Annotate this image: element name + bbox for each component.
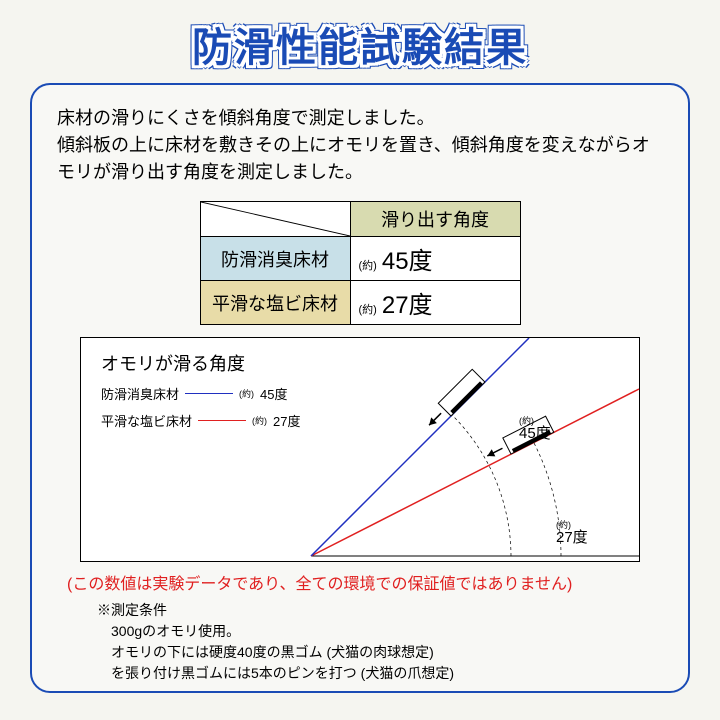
angle-diagram: オモリが滑る角度 防滑消臭床材 (約) 45度 平滑な塩ビ床材 (約) 27度 [80, 337, 640, 562]
measurement-conditions: ※測定条件 300gのオモリ使用。 オモリの下には硬度40度の黒ゴム (犬猫の肉… [57, 600, 663, 684]
legend-item-value: 45度 [260, 384, 287, 403]
legend-line-blue [185, 393, 233, 395]
row1-label: 防滑消臭床材 [200, 237, 350, 281]
row1-value: (約) 45度 [350, 237, 520, 281]
conditions-line-2: オモリの下には硬度40度の黒ゴム (犬猫の肉球想定) [111, 642, 663, 663]
angle-value: 45度 [382, 248, 433, 275]
approx-label: (約) [359, 304, 377, 316]
row2-label: 平滑な塩ビ床材 [200, 281, 350, 325]
main-panel: 床材の滑りにくさを傾斜角度で測定しました。 傾斜板の上に床材を敷きその上にオモリ… [30, 83, 690, 693]
legend-line-red [198, 420, 246, 422]
table-row: 防滑消臭床材 (約) 45度 [200, 237, 520, 281]
page-title: 防滑性能試験結果 [30, 15, 690, 73]
results-table: 滑り出す角度 防滑消臭床材 (約) 45度 平滑な塩ビ床材 (約) 27度 [200, 201, 521, 325]
legend-item-label: 平滑な塩ビ床材 [101, 411, 192, 430]
conditions-header: ※測定条件 [97, 600, 663, 621]
diagram-legend: オモリが滑る角度 防滑消臭床材 (約) 45度 平滑な塩ビ床材 (約) 27度 [101, 350, 300, 430]
intro-line-1: 床材の滑りにくさを傾斜角度で測定しました。 [57, 108, 435, 128]
diagonal-cell [200, 202, 350, 237]
mark-45: 45度 [519, 425, 551, 442]
approx-label: (約) [359, 260, 377, 272]
table-row: 平滑な塩ビ床材 (約) 27度 [200, 281, 520, 325]
legend-title: オモリが滑る角度 [101, 350, 300, 376]
row2-value: (約) 27度 [350, 281, 520, 325]
header-slip-angle: 滑り出す角度 [350, 202, 520, 237]
conditions-line-3: を張り付け黒ゴムには5本のピンを打つ (犬猫の爪想定) [111, 663, 663, 684]
table-header-row: 滑り出す角度 [200, 202, 520, 237]
intro-line-2: 傾斜板の上に床材を敷きその上にオモリを置き、傾斜角度を変えながらオモリが滑り出す… [57, 135, 650, 182]
intro-text: 床材の滑りにくさを傾斜角度で測定しました。 傾斜板の上に床材を敷きその上にオモリ… [57, 105, 663, 186]
legend-item-value: 27度 [273, 411, 300, 430]
legend-item-2: 平滑な塩ビ床材 (約) 27度 [101, 411, 300, 430]
approx-label: (約) [239, 387, 254, 400]
angle-value: 27度 [382, 292, 433, 319]
disclaimer-text: (この数値は実験データであり、全ての環境での保証値ではありません) [57, 570, 663, 594]
conditions-line-1: 300gのオモリ使用。 [111, 621, 663, 642]
mark-27: 27度 [556, 529, 588, 546]
approx-label: (約) [252, 414, 267, 427]
legend-item-1: 防滑消臭床材 (約) 45度 [101, 384, 300, 403]
legend-item-label: 防滑消臭床材 [101, 384, 179, 403]
